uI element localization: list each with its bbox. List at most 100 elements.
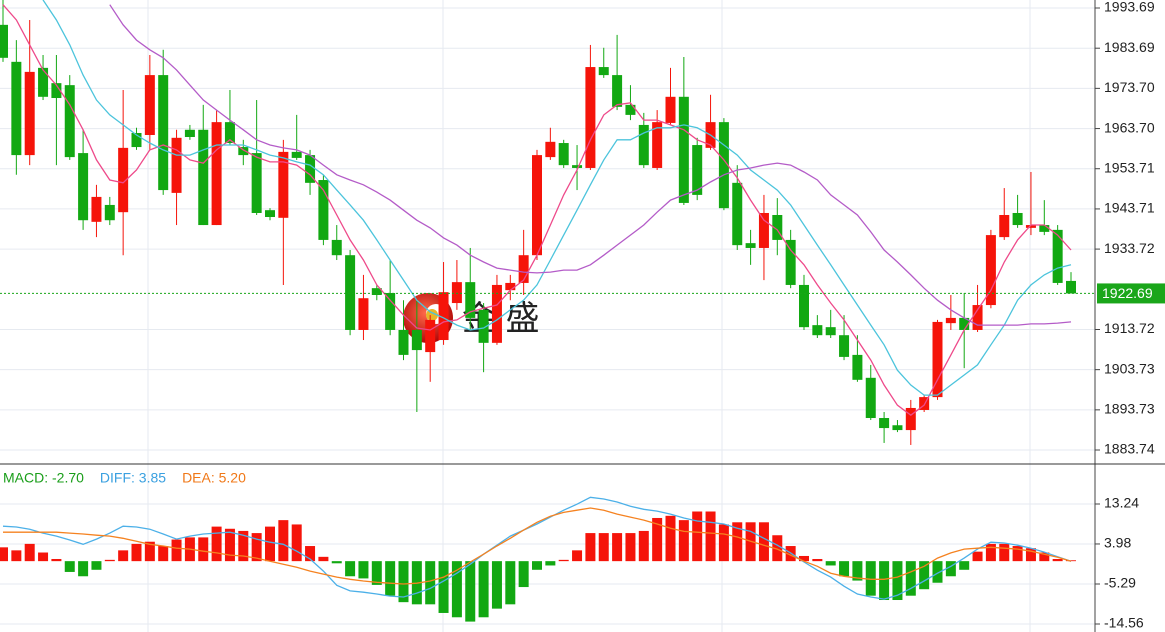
macd-bar [465,561,476,622]
macd-bar [932,561,943,583]
macd-bar [532,561,542,570]
y-tick-label: 1993.69 [1104,0,1155,15]
candle-body [758,212,769,248]
candle-body [865,377,876,419]
y-tick-label: -5.29 [1104,575,1136,591]
candle-body [64,85,75,158]
candle-body [385,292,396,330]
macd-bar [478,561,489,618]
candle-body [158,75,169,191]
macd-bar [518,561,529,588]
candle-body [91,196,102,222]
y-tick-label: 1983.69 [1104,39,1155,55]
macd-bar [598,533,609,562]
candle-body [732,182,743,246]
macd-bar [198,537,209,562]
candle-body [224,122,235,144]
macd-bar [131,543,142,562]
candle-body [545,141,556,158]
candle-body [652,122,663,168]
y-tick-label: 1893.73 [1104,401,1155,417]
macd-bar [865,561,876,596]
candle-body [598,67,609,76]
candle-body [331,239,342,256]
macd-bar [0,547,8,562]
macd-bar [652,517,663,562]
macd-bar [38,552,49,562]
macd-bar [224,528,235,562]
candle-body [959,317,970,330]
macd-bar [398,561,409,603]
macd-bar [451,561,462,618]
candle-body [291,151,302,158]
logo-dot [426,309,438,321]
candle-body [585,67,596,168]
y-tick-label: 1913.72 [1104,320,1155,336]
macd-bar [959,561,970,570]
macd-bar [251,533,262,562]
macd-bar [905,561,916,596]
candle-body [1066,280,1076,294]
macd-bar [64,561,75,572]
macd-bar [265,526,275,562]
candle-body [678,96,689,203]
candle-body [238,147,249,156]
candle-body [558,143,569,166]
line [2,496,1072,600]
y-tick-label: 1933.72 [1104,240,1155,256]
macd-bar [999,543,1010,562]
y-tick-label: 13.24 [1104,495,1139,511]
macd-readout: DIFF: 3.85 [100,470,166,486]
macd-bar [799,555,809,562]
candle-body [345,255,356,330]
macd-bar [1052,558,1063,562]
macd-bar [985,543,996,562]
candle-body [892,425,903,431]
macd-bar [638,530,649,562]
y-tick-label: 1973.70 [1104,79,1155,95]
macd-bar [1025,548,1036,562]
candle-body [51,83,62,99]
candle-body [932,321,943,398]
candle-body [131,132,142,148]
candle-body [999,214,1010,238]
candle-body [265,210,275,218]
line [109,4,1072,326]
macd-bar [945,561,956,577]
macd-bar [118,550,129,562]
candle-body [478,309,489,343]
macd-bar [558,559,569,562]
macd-readout: MACD: -2.70 [3,470,84,486]
candle-body [358,298,369,330]
price-plot [0,0,1076,445]
candle-body [799,284,809,328]
macd-bar [772,535,783,562]
line [2,4,1072,417]
candle-body [879,418,890,429]
macd-bar [358,561,369,579]
macd-bar [11,550,22,562]
candle-body [38,67,49,97]
candle-body [825,327,836,336]
candle-body [1025,225,1036,228]
candle-body [0,24,8,58]
macd-bar [812,558,823,562]
candle-body [518,255,529,283]
candle-body [772,214,783,240]
candle-body [318,180,329,240]
macd-bar [158,546,169,562]
candle-body [278,151,289,218]
candle-body [251,153,262,213]
macd-bar [305,546,316,562]
candle-body [1039,225,1050,232]
y-tick-label: 1963.70 [1104,119,1155,135]
y-tick-label: 1883.74 [1104,441,1155,457]
macd-bar [78,561,89,577]
candle-body [411,329,422,351]
macd-bar [665,515,676,562]
macd-bar [144,541,155,562]
macd-bar [692,511,703,562]
last-price-label: 1922.69 [1102,285,1153,301]
